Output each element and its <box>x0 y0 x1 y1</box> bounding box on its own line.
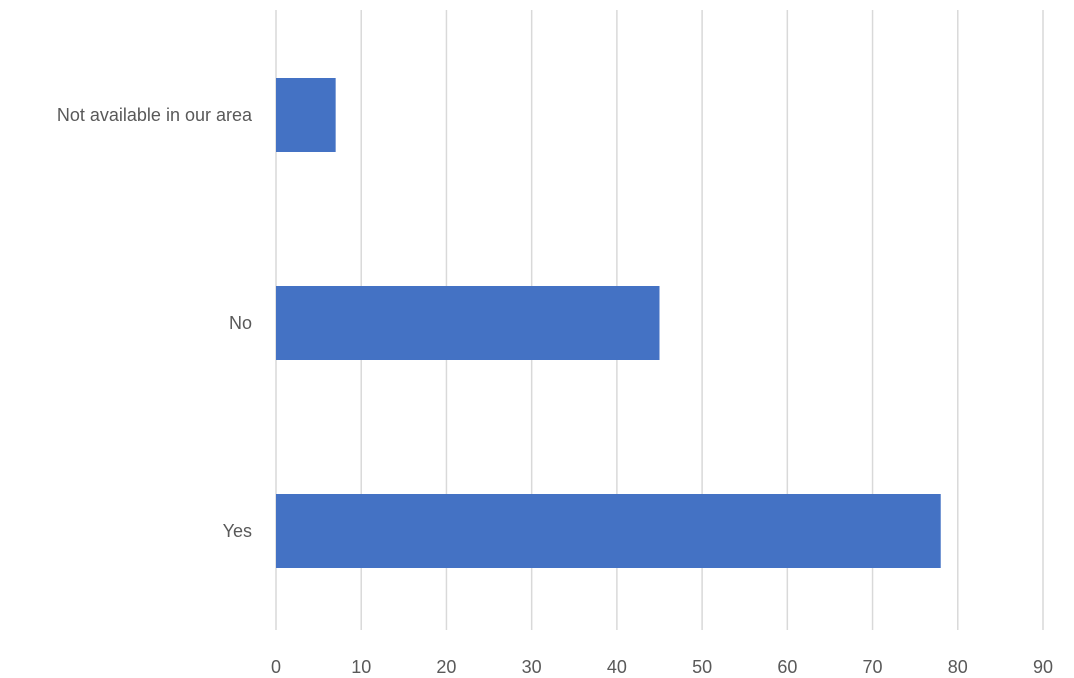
x-tick-label-0: 0 <box>271 657 281 677</box>
x-axis-tick-labels: 0 10 20 30 40 50 60 70 80 90 <box>271 657 1053 677</box>
bar-not-available-in-our-area <box>276 78 336 152</box>
bars <box>276 78 941 568</box>
x-tick-label-40: 40 <box>607 657 627 677</box>
x-tick-label-30: 30 <box>522 657 542 677</box>
category-label-no: No <box>229 313 252 333</box>
category-label-yes: Yes <box>223 521 252 541</box>
x-tick-label-10: 10 <box>351 657 371 677</box>
category-label-not-available-in-our-area: Not available in our area <box>57 105 253 125</box>
x-tick-label-70: 70 <box>863 657 883 677</box>
x-tick-label-80: 80 <box>948 657 968 677</box>
bar-yes <box>276 494 941 568</box>
x-tick-label-90: 90 <box>1033 657 1053 677</box>
x-tick-label-20: 20 <box>436 657 456 677</box>
x-tick-label-60: 60 <box>777 657 797 677</box>
x-tick-label-50: 50 <box>692 657 712 677</box>
bar-no <box>276 286 660 360</box>
category-labels: Not available in our area No Yes <box>57 105 253 541</box>
